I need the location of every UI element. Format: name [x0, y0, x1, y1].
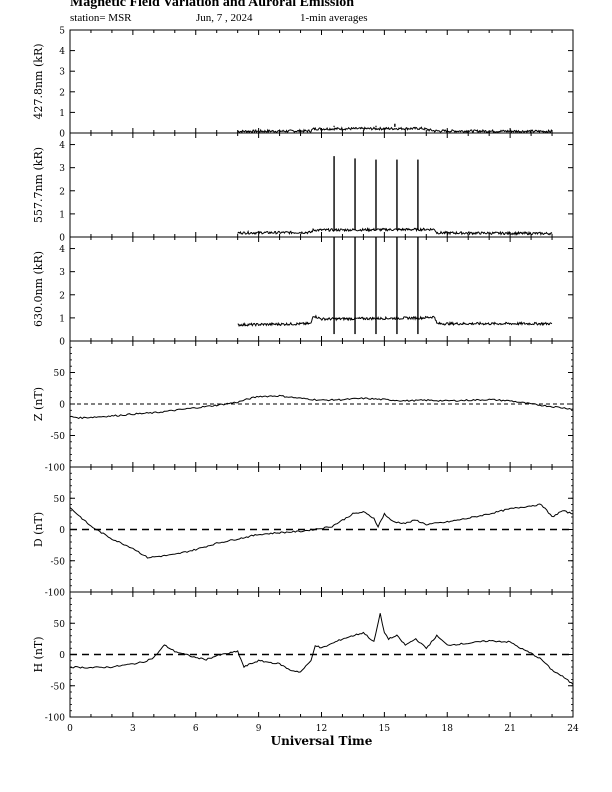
x-tick-label: 21	[504, 724, 515, 734]
x-tick-label: 3	[130, 724, 136, 734]
magH-series-line	[69, 613, 574, 685]
em4278-ytick-label: 4	[59, 47, 65, 57]
em6300-ytick-label: 4	[59, 245, 65, 255]
chart-title: Magnetic Field Variation and Auroral Emi…	[70, 0, 355, 10]
em5577-ytick-label: 4	[59, 141, 65, 151]
magZ-ytick-label: -100	[45, 464, 65, 474]
em6300-series-line	[237, 314, 553, 327]
magZ-ylabel: Z (nT)	[32, 387, 45, 421]
magD-ylabel: D (nT)	[32, 512, 45, 547]
em6300-ytick-label: 2	[59, 291, 65, 301]
em4278-ytick-label: 1	[59, 109, 65, 119]
em4278-ytick-label: 2	[59, 88, 65, 98]
em6300-ytick-label: 1	[59, 314, 65, 324]
magZ-ytick-label: 0	[59, 401, 65, 411]
x-tick-label: 24	[567, 724, 579, 734]
magH-ytick-label: -100	[45, 714, 65, 724]
em5577-series-line	[237, 227, 553, 236]
em6300-ytick-label: 0	[59, 338, 65, 348]
em5577-ytick-label: 2	[59, 187, 65, 197]
magH-ylabel: H (nT)	[32, 636, 45, 672]
magD-ytick-label: -50	[51, 557, 66, 567]
magD-ytick-label: 50	[54, 495, 66, 505]
em6300-ytick-label: 3	[59, 268, 65, 278]
magZ-ytick-label: -50	[51, 432, 66, 442]
em4278-ytick-label: 0	[59, 130, 65, 140]
magD-ytick-label: -100	[45, 589, 65, 599]
em5577-ylabel: 557.7nm (kR)	[32, 147, 45, 223]
averages-label: 1-min averages	[300, 12, 368, 24]
magH-ytick-label: -50	[51, 682, 66, 692]
em4278-ytick-label: 3	[59, 68, 65, 78]
em5577-ytick-label: 1	[59, 210, 65, 220]
magH-ytick-label: 0	[59, 651, 65, 661]
magZ-ytick-label: 50	[54, 369, 66, 379]
date-label: Jun, 7 , 2024	[196, 12, 253, 24]
em4278-ylabel: 427.8nm (kR)	[32, 43, 45, 119]
em6300-ylabel: 630.0nm (kR)	[32, 251, 45, 327]
station-label: station= MSR	[70, 12, 132, 24]
x-axis-label: Universal Time	[271, 734, 373, 748]
em4278-series-line	[237, 126, 553, 134]
x-tick-label: 15	[379, 724, 391, 734]
em5577-ytick-label: 3	[59, 164, 65, 174]
em5577-ytick-label: 0	[59, 234, 65, 244]
x-tick-label: 12	[316, 724, 327, 734]
em6300-frame	[69, 236, 574, 342]
x-tick-label: 18	[442, 724, 454, 734]
magZ-series-line	[69, 394, 574, 420]
magH-ytick-label: 50	[54, 620, 66, 630]
em5577-frame	[69, 132, 574, 238]
magD-series-line	[69, 503, 574, 559]
x-tick-label: 0	[67, 724, 73, 734]
em4278-frame	[69, 29, 574, 134]
x-tick-label: 6	[193, 724, 199, 734]
x-tick-label: 9	[256, 724, 262, 734]
em4278-ytick-label: 5	[59, 27, 65, 37]
magD-ytick-label: 0	[59, 526, 65, 536]
